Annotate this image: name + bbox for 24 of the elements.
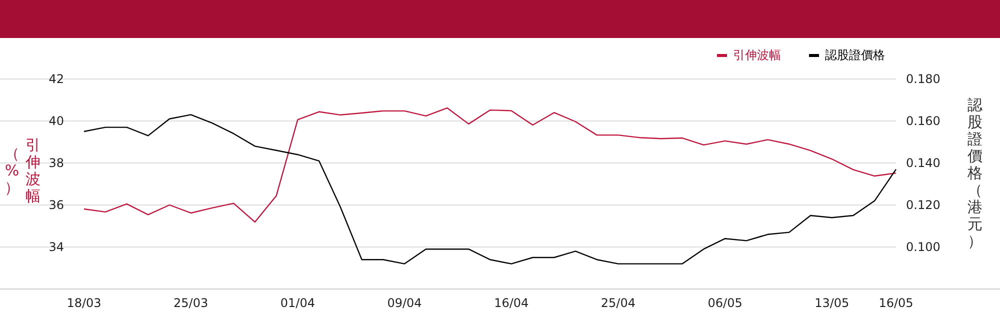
x-tick-label: 13/05 [814, 296, 850, 310]
x-tick-label: 18/03 [66, 296, 102, 310]
text: 認股證價格（港元） [968, 96, 982, 250]
y2-tick-label: 0.140 [906, 156, 940, 170]
y2-tick-label: 0.100 [906, 240, 940, 254]
x-tick-label: 16/04 [494, 296, 529, 310]
y-tick-label: 36 [48, 198, 64, 212]
legend-label: 認股證價格 [825, 48, 885, 62]
y2-tick-label: 0.120 [906, 198, 940, 212]
y2-tick-label: 0.160 [906, 114, 940, 128]
x-tick-label: 01/04 [280, 296, 315, 310]
y2-tick-label: 0.180 [906, 72, 940, 86]
x-tick-label: 25/03 [174, 296, 208, 310]
y-tick-label: 38 [48, 156, 64, 170]
x-tick-label: 25/04 [600, 296, 636, 310]
y-tick-label: 34 [48, 240, 64, 254]
legend-label: 引伸波幅 [733, 48, 781, 62]
y-tick-label: 42 [48, 72, 64, 86]
x-tick-label: 09/04 [387, 296, 422, 310]
line-series [83, 107, 897, 223]
y-tick-label: 40 [48, 114, 64, 128]
x-tick-label: 16/05 [878, 296, 914, 310]
line-series [83, 114, 897, 264]
x-tick-label: 06/05 [708, 296, 742, 310]
